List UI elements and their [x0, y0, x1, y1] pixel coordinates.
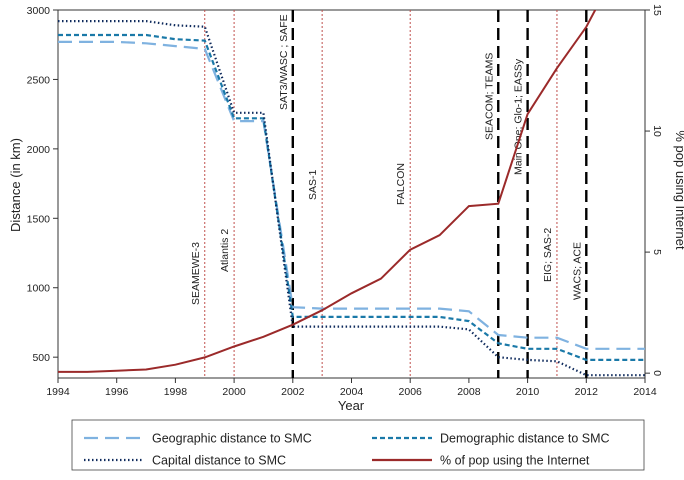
event-label-0: SEAMEWE-3: [190, 242, 202, 305]
event-label-7: EIG; SAS-2: [542, 228, 554, 282]
y-left-tick-label-1: 1000: [27, 283, 51, 295]
x-tick-label-7: 2008: [457, 386, 481, 398]
event-label-4: FALCON: [395, 163, 407, 205]
series-lines: [58, 10, 645, 377]
x-tick-label-6: 2006: [399, 386, 423, 398]
series-line-2: [58, 20, 645, 377]
legend-label-0: Geographic distance to SMC: [152, 432, 312, 446]
legend-label-3: % of pop using the Internet: [440, 454, 590, 468]
y-axis-label-right: % pop using Internet: [673, 130, 684, 250]
x-tick-label-3: 2000: [222, 386, 246, 398]
event-label-2: SAT3/WASC ; SAFE: [278, 14, 290, 110]
y-left-tick-label-2: 1500: [27, 213, 51, 225]
x-axis-label: Year: [338, 398, 365, 413]
x-tick-label-8: 2010: [516, 386, 540, 398]
y-left-tick-label-5: 3000: [27, 5, 51, 17]
x-tick-label-4: 2002: [281, 386, 305, 398]
legend-label-2: Capital distance to SMC: [152, 454, 286, 468]
x-tick-label-10: 2014: [633, 386, 657, 398]
y-left-tick-label-3: 2000: [27, 144, 51, 156]
y-right-tick-label-0: 0: [651, 370, 663, 376]
event-label-1: Atlantis 2: [219, 229, 231, 272]
x-tick-label-1: 1996: [105, 386, 129, 398]
event-lines: SEAMEWE-3 Atlantis 2 SAT3/WASC ; SAFE SAS-1…: [190, 10, 588, 378]
series-line-1: [58, 33, 645, 361]
legend: Geographic distance to SMC Demographic di…: [71, 419, 645, 471]
y-right-tick-label-1: 5: [651, 249, 663, 255]
series-line-3: [58, 10, 597, 373]
y-left-tick-label-4: 2500: [27, 74, 51, 86]
y-right-tick-label-3: 15: [651, 4, 663, 16]
x-tick-label-2: 1998: [164, 386, 188, 398]
y-axis-label-left: Distance (in km): [8, 138, 23, 232]
legend-box: [71, 419, 645, 471]
y-left-tick-label-0: 500: [32, 352, 50, 364]
x-tick-label-9: 2012: [575, 386, 599, 398]
y-right-tick-label-2: 10: [651, 125, 663, 137]
event-label-8: WACS; ACE: [571, 242, 583, 300]
x-tick-label-5: 2004: [340, 386, 364, 398]
legend-label-1: Demographic distance to SMC: [440, 432, 610, 446]
axes: 1994 1996 1998 2000 2002 2004 2006 2008 2010 2012…: [27, 4, 663, 398]
event-label-3: SAS-1: [307, 169, 319, 200]
x-tick-label-0: 1994: [46, 386, 70, 398]
event-label-5: SEACOM; TEAMS: [483, 53, 495, 140]
series-line-0: [58, 40, 645, 350]
event-label-6: Main One; Glo-1; EASSy: [513, 58, 525, 175]
